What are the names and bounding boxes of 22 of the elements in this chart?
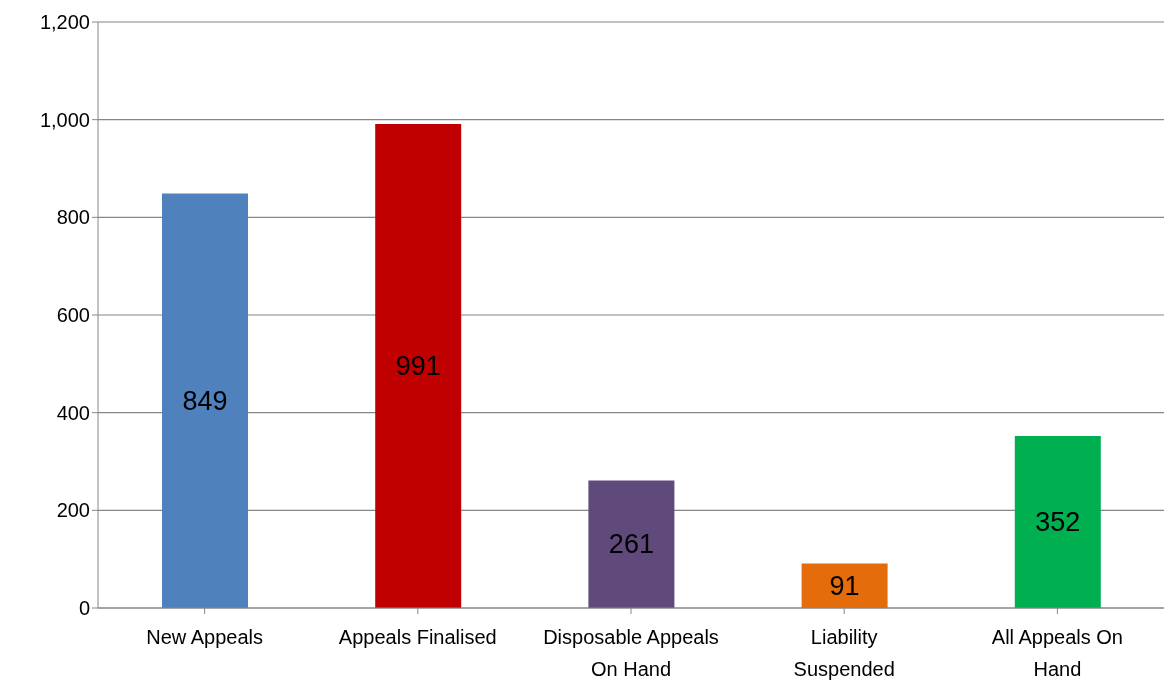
- y-tick-label: 200: [56, 499, 90, 522]
- data-label: 991: [395, 351, 441, 382]
- bar: [588, 480, 675, 608]
- bar: [162, 193, 248, 608]
- y-tick-label: 600: [56, 304, 90, 327]
- data-label: 352: [1035, 507, 1081, 538]
- data-label: 91: [829, 570, 860, 601]
- y-tick-label: 0: [78, 597, 90, 620]
- y-tick-label: 800: [56, 206, 90, 229]
- y-tick-label: 1,200: [39, 11, 90, 34]
- bar: [1014, 436, 1101, 608]
- x-tick-label: Liability Suspended: [793, 626, 895, 680]
- y-tick-label: 1,000: [39, 108, 90, 131]
- y-tick-label: 400: [56, 401, 90, 424]
- x-tick-label: Disposable Appeals On Hand: [543, 626, 719, 680]
- x-tick-label: New Appeals: [146, 626, 263, 648]
- x-tick-label: Appeals Finalised: [338, 626, 497, 648]
- bar: [801, 563, 888, 608]
- bar: [375, 124, 462, 608]
- data-label: 261: [608, 529, 654, 560]
- x-tick-label: All Appeals On Hand: [991, 626, 1123, 680]
- data-label: 849: [182, 385, 228, 416]
